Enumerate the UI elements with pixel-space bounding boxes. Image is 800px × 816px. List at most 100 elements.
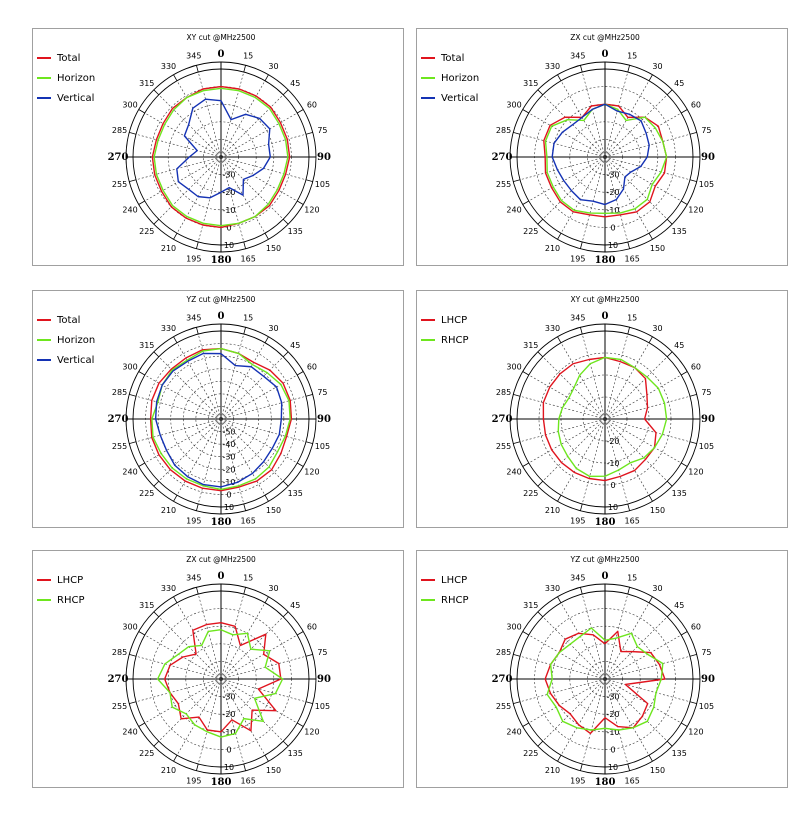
- polar-chart-svg: XY cut @MHz2500 0 15 30 45 60 75 90 105 120 135 150…: [37, 33, 331, 266]
- polar-tick: [557, 336, 562, 343]
- angle-tick-label: 300: [122, 363, 137, 372]
- angle-tick-label: 60: [691, 101, 701, 110]
- angle-tick-label: 225: [139, 489, 154, 498]
- polar-grid-spoke: [604, 333, 629, 420]
- polar-tick: [580, 65, 583, 73]
- polar-tick: [264, 336, 269, 343]
- polar-tick: [689, 441, 697, 444]
- radial-tick-label: -50: [222, 428, 235, 437]
- polar-grid-spoke: [581, 593, 606, 680]
- angle-tick-label: 135: [288, 489, 303, 498]
- polar-tick: [153, 611, 160, 618]
- polar-tick: [681, 371, 688, 376]
- angle-tick-label: 345: [186, 574, 201, 583]
- angle-tick-label: 135: [672, 489, 687, 498]
- polar-chart-svg: YZ cut @MHz2500 0 15 30 45 60 75 90 105 120 135 150…: [37, 295, 331, 528]
- angle-tick-label: 345: [186, 314, 201, 323]
- angle-tick-label: 90: [701, 674, 715, 685]
- polar-grid-spoke: [158, 356, 222, 420]
- chart-title: XY cut @MHz2500: [571, 295, 640, 304]
- polar-grid-spoke: [560, 678, 606, 756]
- radial-tick-label: 10: [608, 503, 618, 512]
- angle-tick-label: 180: [211, 517, 232, 528]
- polar-grid-spoke: [604, 655, 691, 680]
- polar-tick: [580, 241, 583, 249]
- angle-tick-label: 120: [688, 468, 703, 477]
- polar-grid-spoke: [197, 71, 222, 158]
- angle-tick-label: 105: [699, 180, 714, 189]
- polar-grid-spoke: [604, 342, 650, 420]
- polar-grid-spoke: [144, 418, 222, 464]
- angle-tick-label: 270: [492, 414, 513, 425]
- polar-grid-spoke: [519, 655, 606, 680]
- polar-grid-spoke: [604, 156, 650, 234]
- polar-tick: [129, 441, 137, 444]
- polar-grid-spoke: [581, 333, 606, 420]
- polar-grid-spoke: [220, 634, 298, 680]
- polar-tick: [681, 722, 688, 727]
- angle-tick-label: 165: [625, 254, 640, 263]
- angle-tick-label: 330: [161, 324, 176, 333]
- polar-grid-spoke: [542, 678, 606, 742]
- angle-tick-label: 210: [161, 766, 176, 775]
- legend-label: LHCP: [441, 575, 467, 586]
- polar-grid-spoke: [220, 133, 307, 158]
- radial-tick-label: -40: [222, 440, 235, 449]
- chart-title: ZX cut @MHz2500: [186, 555, 256, 564]
- polar-tick: [282, 218, 289, 225]
- polar-tick: [627, 503, 630, 511]
- polar-tick: [153, 740, 160, 747]
- angle-tick-label: 195: [186, 254, 201, 263]
- angle-tick-label: 30: [268, 584, 278, 593]
- angle-tick-label: 150: [266, 766, 281, 775]
- polar-grid-spoke: [220, 418, 307, 443]
- polar-tick: [513, 441, 521, 444]
- polar-tick: [648, 336, 653, 343]
- polar-chart-svg: XY cut @MHz2500 0 15 30 45 60 75 90 105 120 135 150…: [421, 295, 715, 528]
- polar-tick: [666, 89, 673, 96]
- polar-grid-spoke: [197, 418, 222, 505]
- angle-tick-label: 210: [161, 244, 176, 253]
- angle-tick-label: 345: [570, 52, 585, 61]
- polar-tick: [297, 109, 304, 114]
- polar-tick: [173, 755, 178, 762]
- radial-tick-label: 0: [226, 223, 231, 232]
- radial-tick-label: -10: [606, 459, 619, 468]
- polar-grid-spoke: [220, 602, 266, 680]
- angle-tick-label: 30: [268, 324, 278, 333]
- angle-tick-label: 255: [112, 442, 127, 451]
- angle-tick-label: 45: [290, 601, 300, 610]
- radial-tick-label: -30: [222, 693, 235, 702]
- angle-tick-label: 345: [570, 314, 585, 323]
- polar-chart-xy-cut: XY cut @MHz2500 0 15 30 45 60 75 90 105 120 135 150…: [32, 28, 404, 266]
- angle-tick-label: 60: [691, 623, 701, 632]
- polar-grid-spoke: [528, 678, 606, 724]
- polar-tick: [138, 371, 145, 376]
- angle-tick-label: 45: [290, 341, 300, 350]
- polar-chart-yz-cut-cp: YZ cut @MHz2500 0 15 30 45 60 75 90 105 120 135 150…: [416, 550, 788, 788]
- polar-tick: [264, 495, 269, 502]
- polar-grid-spoke: [144, 156, 222, 202]
- polar-tick: [580, 503, 583, 511]
- angle-tick-label: 75: [317, 388, 327, 397]
- legend-label: Horizon: [441, 73, 479, 84]
- polar-tick: [522, 371, 529, 376]
- polar-grid-spoke: [604, 634, 682, 680]
- polar-tick: [580, 327, 583, 335]
- angle-tick-label: 0: [602, 571, 609, 582]
- polar-tick: [129, 394, 137, 397]
- polar-tick: [173, 336, 178, 343]
- angle-tick-label: 105: [699, 442, 714, 451]
- angle-tick-label: 120: [688, 728, 703, 737]
- angle-tick-label: 135: [672, 749, 687, 758]
- angle-tick-label: 60: [691, 363, 701, 372]
- polar-grid-spoke: [220, 418, 284, 482]
- angle-tick-label: 285: [496, 126, 511, 135]
- angle-tick-label: 315: [139, 79, 154, 88]
- polar-grid-spoke: [604, 678, 691, 703]
- polar-tick: [557, 755, 562, 762]
- polar-tick: [196, 503, 199, 511]
- angle-tick-label: 75: [317, 126, 327, 135]
- angle-tick-label: 150: [650, 506, 665, 515]
- polar-tick: [129, 179, 137, 182]
